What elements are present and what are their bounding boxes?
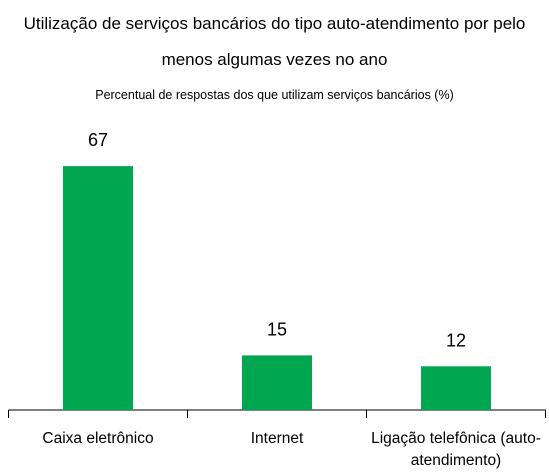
value-label: 15 <box>267 319 287 339</box>
value-label: 67 <box>88 130 108 150</box>
value-label: 12 <box>446 330 466 350</box>
bar <box>63 166 133 410</box>
chart-title: Utilização de serviços bancários do tipo… <box>23 14 526 69</box>
bar <box>242 355 312 410</box>
x-tick-label: Ligação telefônica (auto-atendimento) <box>371 430 541 469</box>
chart-subtitle: Percentual de respostas dos que utilizam… <box>95 88 454 102</box>
bar <box>421 366 491 410</box>
x-tick-label: Caixa eletrônico <box>42 430 154 447</box>
x-tick-label: Internet <box>250 430 304 447</box>
